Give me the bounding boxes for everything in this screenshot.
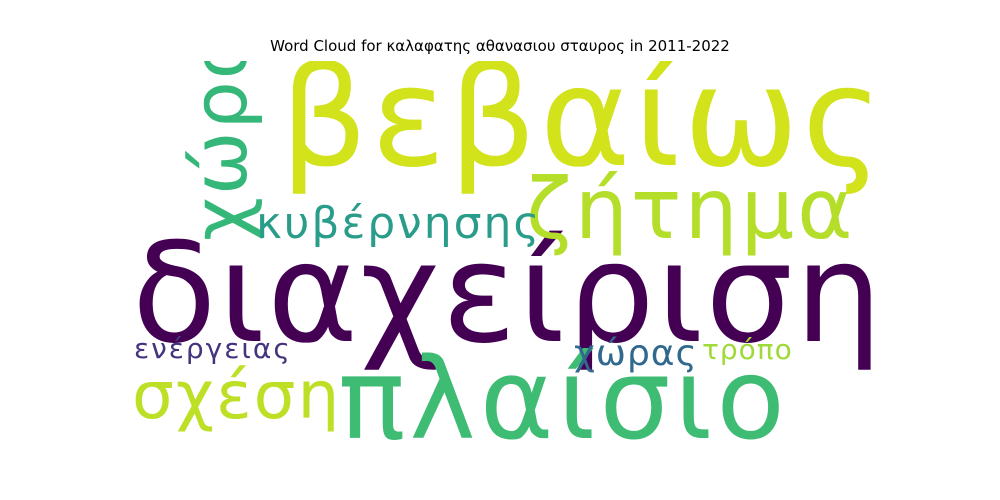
word-chora: χώρα [175,61,264,241]
word-tropo: τρόπο [702,333,793,366]
word-diacheirisis: διαχείρισης [132,213,876,374]
word-energeias: ενέργειας [134,332,292,365]
word-choras: χώρας [574,333,698,374]
word-plaisio: πλαίσιο [338,335,789,457]
word-vevaios: βεβαίως [280,61,876,198]
word-cloud: βεβαίως διαχείρισης ζήτημα χώρα κυβέρνησ… [124,61,876,457]
chart-title: Word Cloud for καλαφατης αθανασιου σταυρ… [270,37,730,55]
word-zitima: ζήτημα [526,160,856,258]
word-scheso: σχέση [132,357,342,434]
word-kyvernisis: κυβέρνησης [256,198,542,249]
